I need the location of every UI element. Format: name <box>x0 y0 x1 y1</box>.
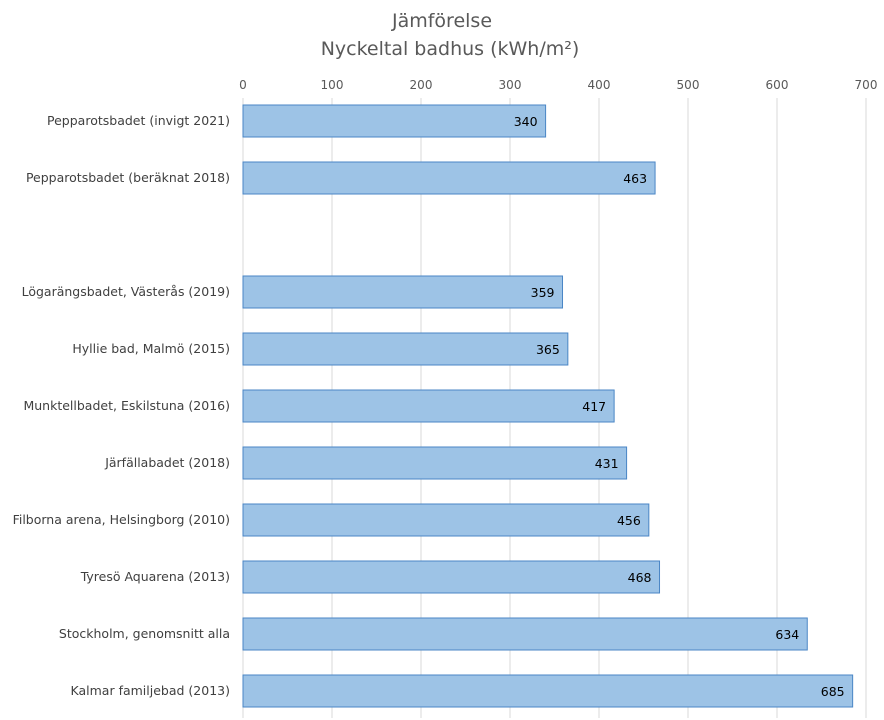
bars <box>242 104 854 708</box>
tick-label-700: 700 <box>855 78 878 92</box>
bar <box>242 104 547 138</box>
tick-label-600: 600 <box>766 78 789 92</box>
category-label: Pepparotsbadet (beräknat 2018) <box>26 170 230 185</box>
tick-label-400: 400 <box>588 78 611 92</box>
category-label: Järfällabadet (2018) <box>104 455 230 470</box>
category-label: Pepparotsbadet (invigt 2021) <box>47 113 230 128</box>
chart-title: Jämförelse <box>391 10 492 32</box>
category-label: Filborna arena, Helsingborg (2010) <box>13 512 230 527</box>
tick-label-200: 200 <box>410 78 433 92</box>
bar-value-label: 468 <box>628 570 652 585</box>
bar-value-label: 431 <box>595 456 619 471</box>
bar <box>242 332 569 366</box>
x-axis-ticks: 0 100 200 300 400 500 600 700 <box>239 78 877 92</box>
tick-label-300: 300 <box>499 78 522 92</box>
tick-label-100: 100 <box>321 78 344 92</box>
bar-value-label: 463 <box>623 171 647 186</box>
bar-value-label: 365 <box>536 342 560 357</box>
bar-value-label: 456 <box>617 513 641 528</box>
category-label: Lögarängsbadet, Västerås (2019) <box>22 284 230 299</box>
bar-value-label: 417 <box>582 399 606 414</box>
category-label: Kalmar familjebad (2013) <box>71 683 230 698</box>
bar-value-label: 340 <box>514 114 538 129</box>
category-label: Stockholm, genomsnitt alla <box>59 626 230 641</box>
bar <box>242 560 661 594</box>
bar <box>242 161 656 195</box>
bar-value-label: 685 <box>821 684 845 699</box>
category-labels: Pepparotsbadet (invigt 2021) Pepparotsbad… <box>13 113 230 698</box>
bar <box>242 446 628 480</box>
bar <box>242 503 650 537</box>
value-labels: 340 463 359 365 417 431 456 468 634 685 <box>514 114 845 699</box>
bar <box>242 617 808 651</box>
category-label: Hyllie bad, Malmö (2015) <box>72 341 230 356</box>
bar <box>242 674 854 708</box>
bar <box>242 275 564 309</box>
tick-label-0: 0 <box>239 78 247 92</box>
bar <box>242 389 615 423</box>
bar-value-label: 634 <box>775 627 799 642</box>
bar-value-label: 359 <box>531 285 555 300</box>
tick-label-500: 500 <box>677 78 700 92</box>
category-label: Tyresö Aquarena (2013) <box>80 569 230 584</box>
chart-subtitle: Nyckeltal badhus (kWh/m²) <box>321 38 580 60</box>
category-label: Munktellbadet, Eskilstuna (2016) <box>23 398 230 413</box>
